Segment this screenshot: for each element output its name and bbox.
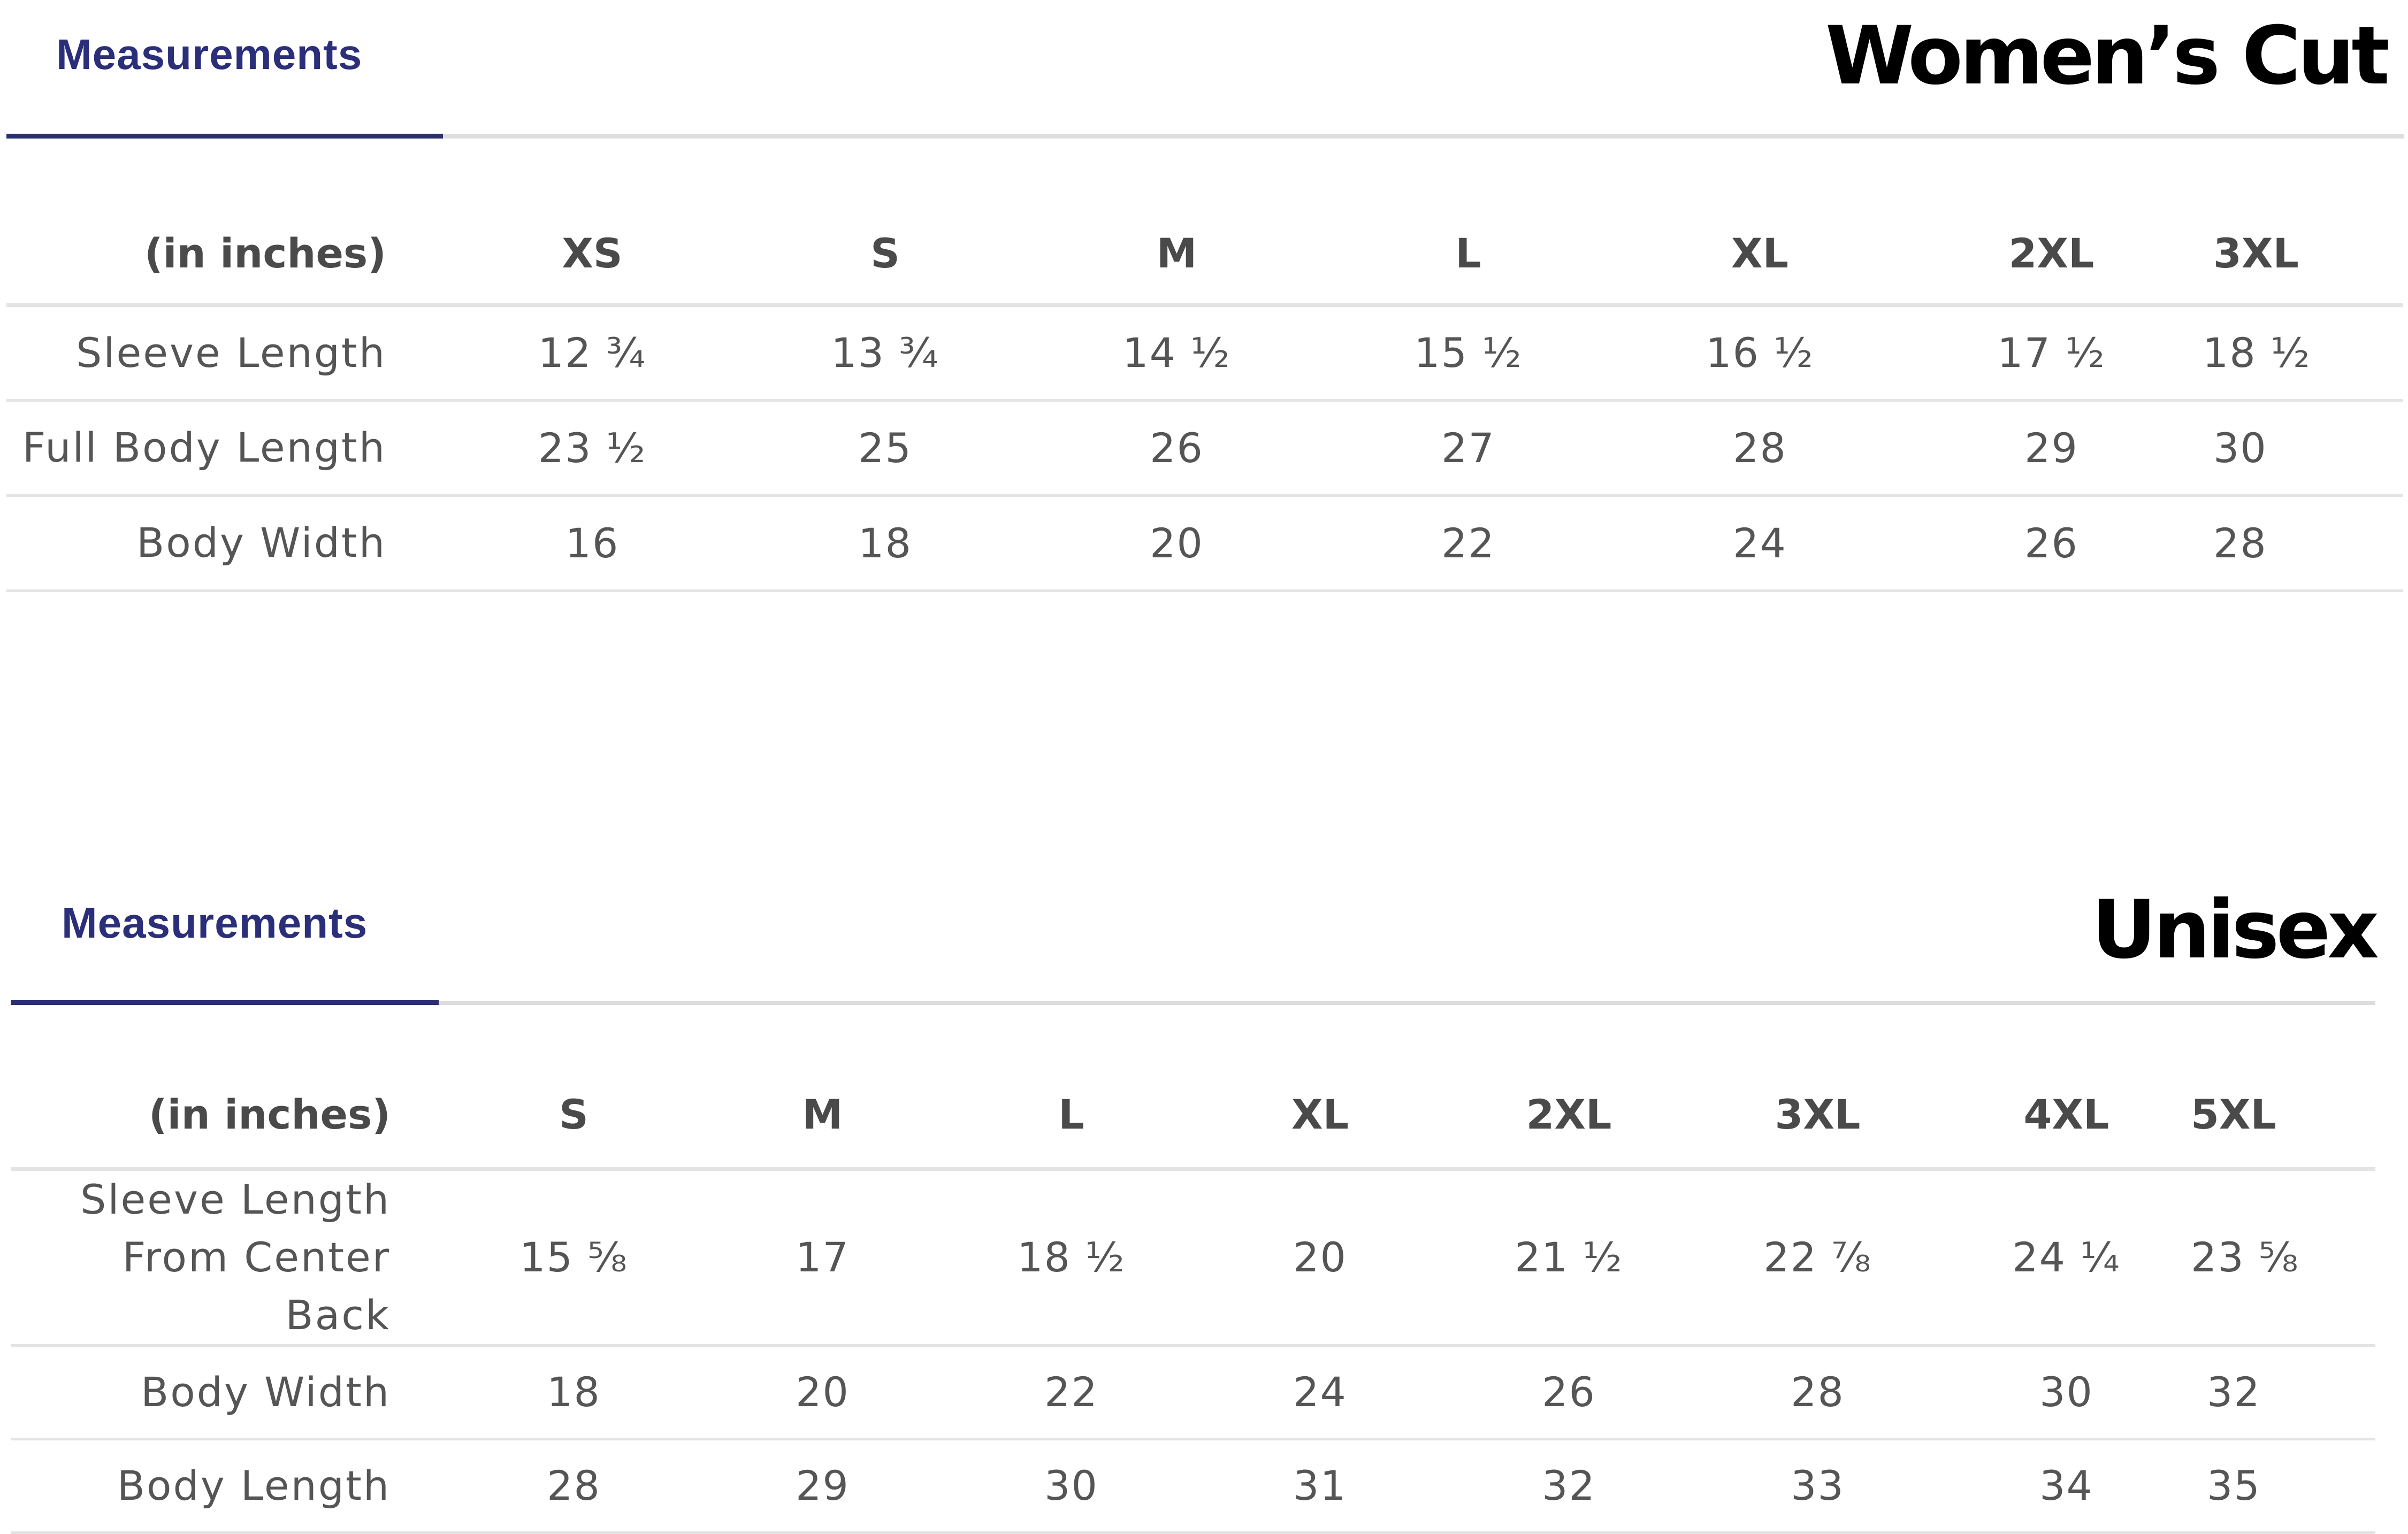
- measurements-tab[interactable]: Measurements: [62, 899, 368, 947]
- table-cell: 22: [947, 1345, 1196, 1440]
- table-cell: 30: [947, 1439, 1196, 1534]
- table-cell: 30: [1942, 1345, 2191, 1440]
- unit-header: (in inches): [6, 203, 445, 307]
- row-label: Body Width: [11, 1345, 449, 1440]
- table-cell: 13 ¾: [739, 305, 1031, 402]
- tab-track-divider: [439, 1001, 2375, 1005]
- table-cell: 18: [449, 1345, 698, 1440]
- table-cell: 35: [2191, 1439, 2375, 1534]
- tab-track-divider: [443, 134, 2404, 139]
- size-header: XL: [1196, 1062, 1444, 1171]
- table-cell: 20: [698, 1345, 947, 1440]
- size-header: 3XL: [2197, 203, 2403, 307]
- womens-header-row: (in inches) XS S M L XL 2XL 3XL: [6, 203, 2403, 307]
- row-label: Body Length: [11, 1439, 449, 1534]
- table-cell: 28: [1693, 1345, 1942, 1440]
- size-header: XS: [445, 203, 739, 307]
- table-row: Sleeve Length From Center Back 15 ⅝ 17 1…: [11, 1169, 2375, 1347]
- cut-title-womens: Women’s Cut: [1825, 10, 2390, 103]
- table-cell: 18: [739, 495, 1031, 592]
- size-header: M: [1031, 203, 1323, 307]
- table-cell: 27: [1323, 400, 1614, 497]
- unisex-header-row: (in inches) S M L XL 2XL 3XL 4XL 5XL: [11, 1062, 2375, 1171]
- size-header: L: [1323, 203, 1614, 307]
- table-cell: 28: [449, 1439, 698, 1534]
- size-header: 2XL: [1444, 1062, 1693, 1171]
- table-cell: 23 ½: [445, 400, 739, 497]
- size-header: M: [698, 1062, 947, 1171]
- size-header: 2XL: [1906, 203, 2197, 307]
- size-header: XL: [1614, 203, 1906, 307]
- row-label: Full Body Length: [6, 400, 445, 497]
- size-header: 3XL: [1693, 1062, 1942, 1171]
- unit-header: (in inches): [11, 1062, 449, 1171]
- row-label: Sleeve Length From Center Back: [11, 1169, 449, 1347]
- size-header: S: [739, 203, 1031, 307]
- table-cell: 22 ⅞: [1693, 1169, 1942, 1347]
- table-cell: 31: [1196, 1439, 1444, 1534]
- table-cell: 18 ½: [2197, 305, 2403, 402]
- table-cell: 33: [1693, 1439, 1942, 1534]
- table-cell: 32: [1444, 1439, 1693, 1534]
- unisex-size-table: (in inches) S M L XL 2XL 3XL 4XL 5XL Sle…: [11, 1062, 2375, 1534]
- womens-size-table: (in inches) XS S M L XL 2XL 3XL Sleeve L…: [6, 203, 2403, 592]
- table-cell: 30: [2197, 400, 2403, 497]
- table-cell: 20: [1031, 495, 1323, 592]
- table-cell: 17: [698, 1169, 947, 1347]
- table-cell: 28: [1614, 400, 1906, 497]
- table-cell: 26: [1031, 400, 1323, 497]
- table-cell: 16 ½: [1614, 305, 1906, 402]
- measurements-tab[interactable]: Measurements: [56, 30, 363, 78]
- table-row: Body Width 18 20 22 24 26 28 30 32: [11, 1345, 2375, 1440]
- table-cell: 21 ½: [1444, 1169, 1693, 1347]
- table-cell: 26: [1906, 495, 2197, 592]
- measurements-tab-underline: [6, 134, 443, 139]
- table-cell: 32: [2191, 1345, 2375, 1440]
- table-row: Body Width 16 18 20 22 24 26 28: [6, 495, 2403, 592]
- table-cell: 16: [445, 495, 739, 592]
- size-header: L: [947, 1062, 1196, 1171]
- table-cell: 24: [1196, 1345, 1444, 1440]
- table-cell: 28: [2197, 495, 2403, 592]
- table-cell: 15 ⅝: [449, 1169, 698, 1347]
- unisex-section: Measurements Unisex (in inches) S M L XL…: [0, 856, 2408, 1534]
- table-cell: 12 ¾: [445, 305, 739, 402]
- table-cell: 14 ½: [1031, 305, 1323, 402]
- table-cell: 29: [1906, 400, 2197, 497]
- table-cell: 17 ½: [1906, 305, 2197, 402]
- size-header: 4XL: [1942, 1062, 2191, 1171]
- row-label: Sleeve Length: [6, 305, 445, 402]
- table-row: Full Body Length 23 ½ 25 26 27 28 29 30: [6, 400, 2403, 497]
- table-cell: 34: [1942, 1439, 2191, 1534]
- table-cell: 26: [1444, 1345, 1693, 1440]
- table-cell: 18 ½: [947, 1169, 1196, 1347]
- size-header: 5XL: [2191, 1062, 2375, 1171]
- womens-cut-section: Measurements Women’s Cut (in inches) XS …: [0, 0, 2408, 599]
- table-cell: 23 ⅝: [2191, 1169, 2375, 1347]
- cut-title-unisex: Unisex: [2091, 884, 2379, 977]
- table-cell: 24: [1614, 495, 1906, 592]
- table-cell: 29: [698, 1439, 947, 1534]
- table-cell: 20: [1196, 1169, 1444, 1347]
- size-header: S: [449, 1062, 698, 1171]
- table-cell: 25: [739, 400, 1031, 497]
- table-cell: 22: [1323, 495, 1614, 592]
- table-cell: 24 ¼: [1942, 1169, 2191, 1347]
- table-row: Body Length 28 29 30 31 32 33 34 35: [11, 1439, 2375, 1534]
- measurements-tab-underline: [11, 1000, 439, 1005]
- table-row: Sleeve Length 12 ¾ 13 ¾ 14 ½ 15 ½ 16 ½ 1…: [6, 305, 2403, 402]
- table-cell: 15 ½: [1323, 305, 1614, 402]
- row-label: Body Width: [6, 495, 445, 592]
